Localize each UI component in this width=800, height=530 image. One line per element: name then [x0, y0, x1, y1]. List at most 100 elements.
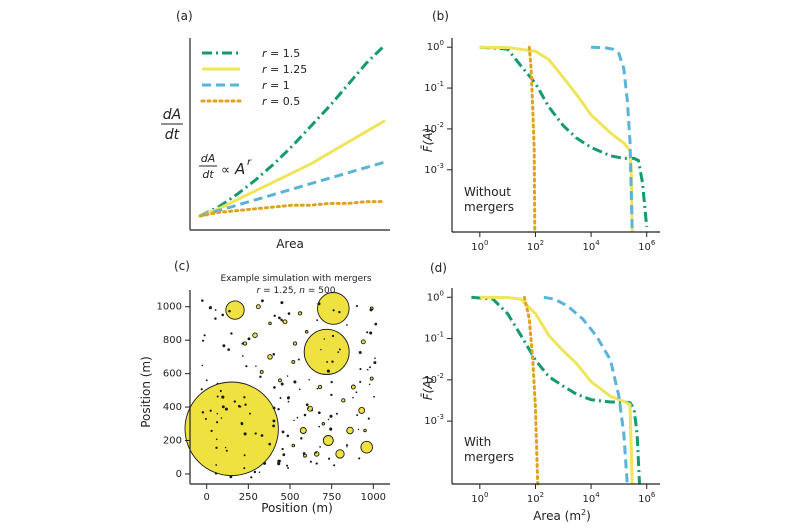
- panel-c-speck: [273, 314, 276, 318]
- panel-c-speck: [225, 449, 228, 452]
- panel-c-speck: [317, 302, 321, 306]
- panel-c-speck: [214, 309, 217, 311]
- panel-c-speck: [263, 461, 267, 465]
- svg-text:dA: dA: [201, 152, 216, 165]
- panel-c-speck: [330, 393, 333, 397]
- panel-a-annotation: dA dt ∝ A r: [199, 152, 252, 181]
- panel-c-speck: [327, 418, 330, 421]
- panel-b-annotation-line2: mergers: [464, 200, 514, 214]
- panel-c-blob-9: [299, 427, 307, 434]
- panel-c-speck: [215, 464, 218, 466]
- panel-c-ytick-label-2: 400: [163, 402, 182, 413]
- panel-c-speck: [229, 475, 233, 479]
- panel-c-blob-2: [317, 292, 350, 325]
- panel-c-speck: [315, 451, 317, 454]
- panel-c-speck: [374, 357, 376, 360]
- panel-c-speck: [200, 388, 203, 391]
- panel-c-speck: [305, 403, 309, 407]
- panel-a-legend-label-2: r = 1: [262, 79, 290, 92]
- panel-b-ylabel: F̄(A): [421, 128, 435, 152]
- panel-c-speck: [368, 383, 371, 386]
- panel-c-speck: [215, 446, 218, 449]
- panel-c-speck: [358, 351, 362, 354]
- panel-c-xtick-label-2: 500: [280, 492, 299, 503]
- panel-c-speck: [277, 459, 281, 463]
- panel-a-legend: r = 1.5 r = 1.25 r = 1 r = 0.5: [200, 47, 307, 108]
- panel-c-speck: [297, 358, 300, 361]
- panel-d-ytick-label-0: 10-3: [424, 413, 444, 427]
- panel-c-speck: [279, 397, 282, 399]
- panel-c-blob-18: [360, 339, 366, 345]
- panel-c-blob-19: [350, 384, 356, 390]
- panel-c-speck: [281, 430, 285, 434]
- panel-c-speck: [214, 317, 217, 320]
- panel-b-xtick-label-1: 102: [527, 239, 544, 253]
- panel-c-blob-4: [322, 435, 334, 446]
- panel-c-ytick-label-0: 0: [176, 469, 182, 480]
- panel-c-blob-23: [278, 378, 282, 383]
- svg-text:A: A: [234, 160, 245, 178]
- panel-c-speck: [201, 364, 204, 367]
- panel-c-speck: [230, 332, 233, 335]
- panel-c-speck: [205, 379, 208, 382]
- panel-a: Area dA dt dA dt ∝ A r r = 1.5r = 1.25r …: [161, 38, 390, 251]
- panel-c-blob-12: [267, 354, 273, 360]
- panel-c-speck: [302, 452, 306, 455]
- panel-c-speck: [241, 355, 244, 357]
- panel-c-speck: [373, 361, 377, 365]
- panel-c-speck: [243, 454, 246, 457]
- panel-c-speck: [330, 380, 333, 384]
- panel-c-speck: [311, 409, 313, 412]
- panel-c-speck: [316, 319, 319, 322]
- panel-c-speck: [296, 416, 299, 419]
- panel-c-speck: [250, 476, 253, 479]
- panel-c-speck: [332, 309, 335, 312]
- panel-c-speck: [260, 434, 264, 437]
- panel-d-series: [471, 295, 641, 486]
- panel-c-speck: [254, 432, 257, 435]
- panel-c: Example simulation with mergers r = 1.25…: [139, 274, 390, 515]
- panel-c-speck: [345, 444, 349, 447]
- panel-c-speck: [367, 417, 370, 420]
- panel-c-speck: [272, 406, 276, 410]
- panel-c-speck: [243, 432, 247, 436]
- panel-c-speck: [224, 407, 228, 411]
- panel-a-series-line-3: [198, 200, 387, 218]
- panel-c-ytick-label-1: 200: [163, 436, 182, 447]
- svg-text:r: r: [247, 157, 252, 168]
- panel-c-speck: [215, 438, 218, 441]
- panel-c-speck: [219, 389, 222, 393]
- panel-c-blob-5: [360, 440, 373, 454]
- panel-b-xtick-label-2: 104: [582, 239, 600, 253]
- panel-c-speck: [338, 348, 341, 351]
- panel-c-speck: [373, 395, 376, 398]
- panel-a-xlabel: Area: [276, 237, 304, 251]
- panel-c-speck: [281, 320, 284, 322]
- panel-c-blob-29: [291, 443, 296, 448]
- panel-c-speck: [286, 375, 289, 377]
- panel-c-speck: [346, 446, 348, 448]
- panel-c-blob-20: [341, 398, 346, 403]
- panel-b-xtick-label-0: 100: [471, 239, 488, 253]
- panel-c-speck: [258, 471, 261, 474]
- panel-c-speck: [287, 400, 290, 403]
- panel-d-axes: 100 102 104 106 10-3 10-2 10-1 100: [424, 288, 660, 505]
- panel-label-a: (a): [176, 9, 193, 23]
- panel-c-speck: [317, 411, 321, 415]
- panel-c-speck: [315, 462, 318, 465]
- panel-a-series-line-2: [199, 160, 386, 218]
- panel-c-speck: [356, 414, 359, 417]
- panel-c-speck: [221, 395, 225, 399]
- panel-c-speck: [227, 348, 231, 351]
- panel-b-series-line-0: [479, 45, 649, 228]
- panel-b-ytick-label-1: 10-2: [424, 121, 444, 135]
- panel-c-speck: [228, 309, 231, 313]
- panel-c-blob-30: [321, 422, 326, 426]
- panel-c-blob-8: [358, 406, 366, 414]
- panel-c-speck: [307, 407, 310, 409]
- panel-b-series-line-2: [591, 45, 634, 233]
- panel-d-ytick-label-1: 10-2: [424, 372, 444, 386]
- panel-c-ytick-label-3: 600: [163, 369, 182, 380]
- panel-c-blob-22: [292, 341, 298, 346]
